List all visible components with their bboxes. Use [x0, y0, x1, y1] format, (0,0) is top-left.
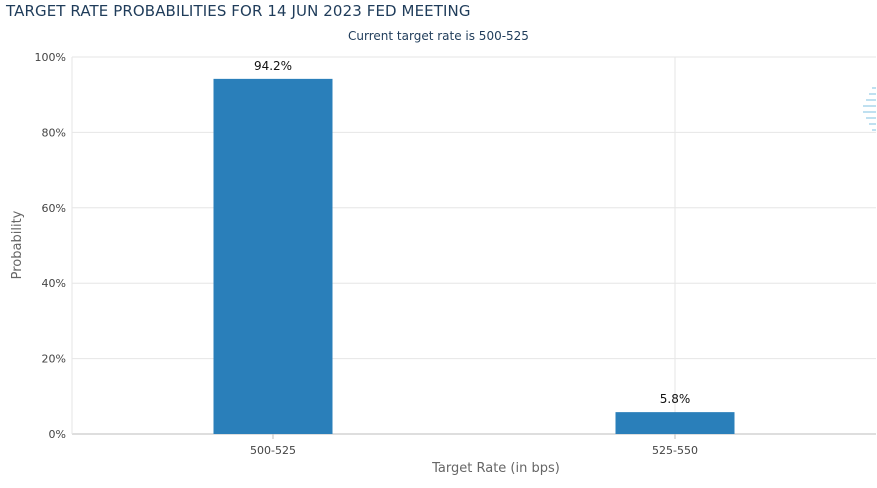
y-tick-label: 80%	[42, 126, 66, 139]
y-axis-title: Probability	[10, 210, 25, 279]
y-tick-labels: 0% 20% 40% 60% 80% 100%	[35, 51, 66, 441]
data-label: 94.2%	[254, 59, 292, 73]
x-tick-label: 525-550	[652, 444, 698, 457]
chart-subtitle: Current target rate is 500-525	[348, 29, 529, 43]
y-tick-label: 100%	[35, 51, 66, 64]
x-tick-labels: 500-525 525-550	[250, 444, 698, 457]
scroll-hint-marks	[863, 87, 876, 131]
x-axis-title: Target Rate (in bps)	[431, 461, 560, 476]
bar-500-525[interactable]	[213, 78, 333, 434]
data-label: 5.8%	[660, 392, 691, 406]
y-tick-label: 20%	[42, 353, 66, 366]
y-tick-label: 40%	[42, 277, 66, 290]
x-tick-label: 500-525	[250, 444, 296, 457]
y-tick-label: 60%	[42, 202, 66, 215]
y-tick-label: 0%	[49, 428, 66, 441]
data-labels: 94.2% 5.8%	[254, 59, 690, 406]
gridlines	[71, 56, 876, 435]
bars	[213, 78, 735, 439]
bar-525-550[interactable]	[615, 412, 735, 434]
chart-title: TARGET RATE PROBABILITIES FOR 14 JUN 202…	[6, 2, 471, 20]
